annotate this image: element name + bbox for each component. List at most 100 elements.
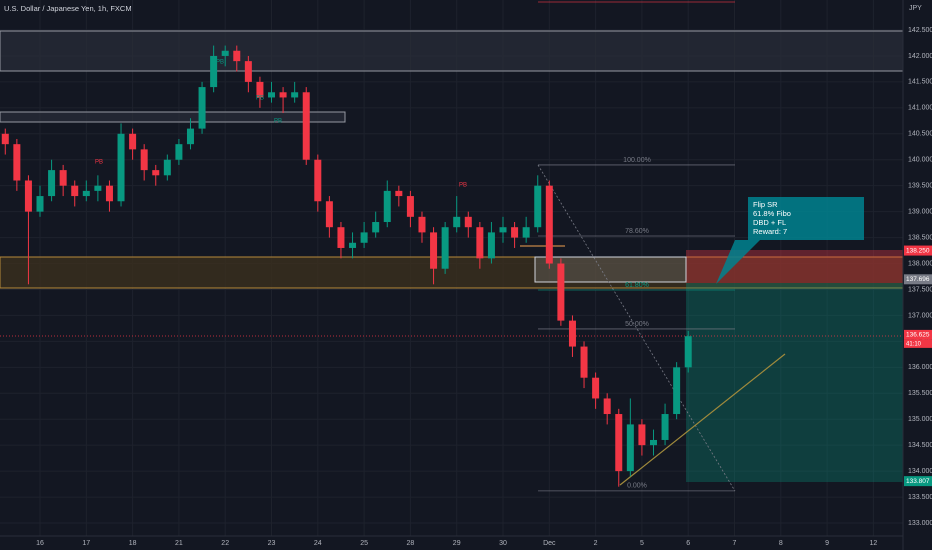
x-tick-label: 8 <box>779 540 783 547</box>
y-tick-label: 137.500 <box>908 286 932 293</box>
candle-body <box>268 92 276 98</box>
x-tick-label: 6 <box>686 540 690 547</box>
candle-body <box>534 185 542 228</box>
chart-title: U.S. Dollar / Japanese Yen, 1h, FXCM <box>4 4 132 13</box>
countdown: 41:10 <box>906 341 922 347</box>
y-tick-label: 136.000 <box>908 364 932 371</box>
candle-body <box>476 227 484 259</box>
candle-body <box>244 61 252 82</box>
axis-labels: 133.000 133.500 134.000 134.500 135.000 135.5… <box>36 27 932 547</box>
candle-body <box>256 81 264 98</box>
callout-box <box>716 197 864 284</box>
currency: JPY <box>909 5 922 12</box>
candle-body <box>511 227 519 238</box>
candle-body <box>13 144 21 181</box>
candle-body <box>36 196 44 212</box>
fib-label: 0.00% <box>627 483 647 490</box>
countdown-badge <box>904 339 932 348</box>
callout-line: 61.8% Fibo <box>753 209 791 218</box>
y-tick-label: 139.000 <box>908 208 932 215</box>
callout-line: DBD + FL <box>753 218 786 227</box>
candle-body <box>568 320 576 347</box>
callout-line: Flip SR <box>753 200 778 209</box>
candle-body <box>163 159 171 176</box>
y-tick-label: 141.500 <box>908 79 932 86</box>
candle-body <box>186 128 194 145</box>
y-tick-label: 134.000 <box>908 468 932 475</box>
candle-body <box>24 180 32 212</box>
candle-body <box>302 92 310 160</box>
y-tick-label: 140.000 <box>908 157 932 164</box>
candle-body <box>233 50 241 62</box>
candle-body <box>210 55 218 88</box>
candle-body <box>198 87 206 129</box>
candle-body <box>314 159 322 202</box>
y-tick-label: 133.500 <box>908 494 932 501</box>
candle-body <box>441 227 449 269</box>
candle-body <box>418 216 426 233</box>
y-tick-label: 137.000 <box>908 312 932 319</box>
y-tick-label: 138.500 <box>908 234 932 241</box>
candle-body <box>592 377 600 399</box>
price-badge-label: 138.250 <box>906 247 930 254</box>
callout-line: Reward: 7 <box>753 227 787 236</box>
x-tick-label: 12 <box>870 540 878 547</box>
candle-body <box>638 424 646 446</box>
candle-body <box>649 439 657 446</box>
y-tick-label: 135.500 <box>908 390 932 397</box>
pb-label: PB <box>216 60 224 66</box>
x-tick-label: 9 <box>825 540 829 547</box>
candle-body <box>71 185 79 197</box>
candle-body <box>522 227 530 238</box>
small-zone <box>0 111 346 123</box>
y-tick-label: 139.500 <box>908 183 932 190</box>
candle-body <box>673 367 681 415</box>
candle-body <box>372 222 380 233</box>
y-tick-label: 140.500 <box>908 131 932 138</box>
candle-body <box>129 133 137 150</box>
trendline <box>619 353 786 486</box>
pb-label: PB <box>274 119 282 125</box>
x-tick-label: 18 <box>129 540 137 547</box>
candle-body <box>464 216 472 228</box>
candle-body <box>152 170 160 176</box>
candle-body <box>94 185 102 191</box>
candle-body <box>117 133 125 202</box>
y-tick-label: 134.500 <box>908 442 932 449</box>
candle-body <box>349 242 357 248</box>
candle-body <box>557 263 565 321</box>
candle-body <box>140 149 148 171</box>
y-tick-label: 142.000 <box>908 53 932 60</box>
candle-body <box>661 414 669 440</box>
fib-label: 150.00% <box>623 0 651 1</box>
x-tick-label: 17 <box>82 540 90 547</box>
x-tick-label: 16 <box>36 540 44 547</box>
price-badge-label: 136.625 <box>906 332 930 339</box>
candle-body <box>499 227 507 233</box>
x-tick-label: 7 <box>733 540 737 547</box>
candle-body <box>360 232 368 243</box>
x-tick-label: Dec <box>543 540 556 547</box>
candle-body <box>221 50 229 56</box>
fib-label: 100.00% <box>623 157 651 164</box>
x-tick-label: 21 <box>175 540 183 547</box>
candle-body <box>580 346 588 378</box>
y-tick-label: 138.000 <box>908 260 932 267</box>
pb-labels: PB PB PB PB PB <box>95 60 467 189</box>
candle-body <box>82 190 90 197</box>
fib-diagonal <box>537 164 736 492</box>
candle-body <box>545 185 553 264</box>
candle-body <box>615 414 623 472</box>
candle-body <box>337 227 345 248</box>
x-tick-label: 30 <box>499 540 507 547</box>
x-tick-label: 25 <box>360 540 368 547</box>
x-tick-label: 2 <box>594 540 598 547</box>
candle-body <box>684 336 692 368</box>
candles <box>1 45 692 487</box>
x-tick-label: 24 <box>314 540 322 547</box>
candle-body <box>105 185 113 202</box>
candle-body <box>48 170 56 197</box>
x-tick-label: 5 <box>640 540 644 547</box>
candle-body <box>291 92 299 98</box>
